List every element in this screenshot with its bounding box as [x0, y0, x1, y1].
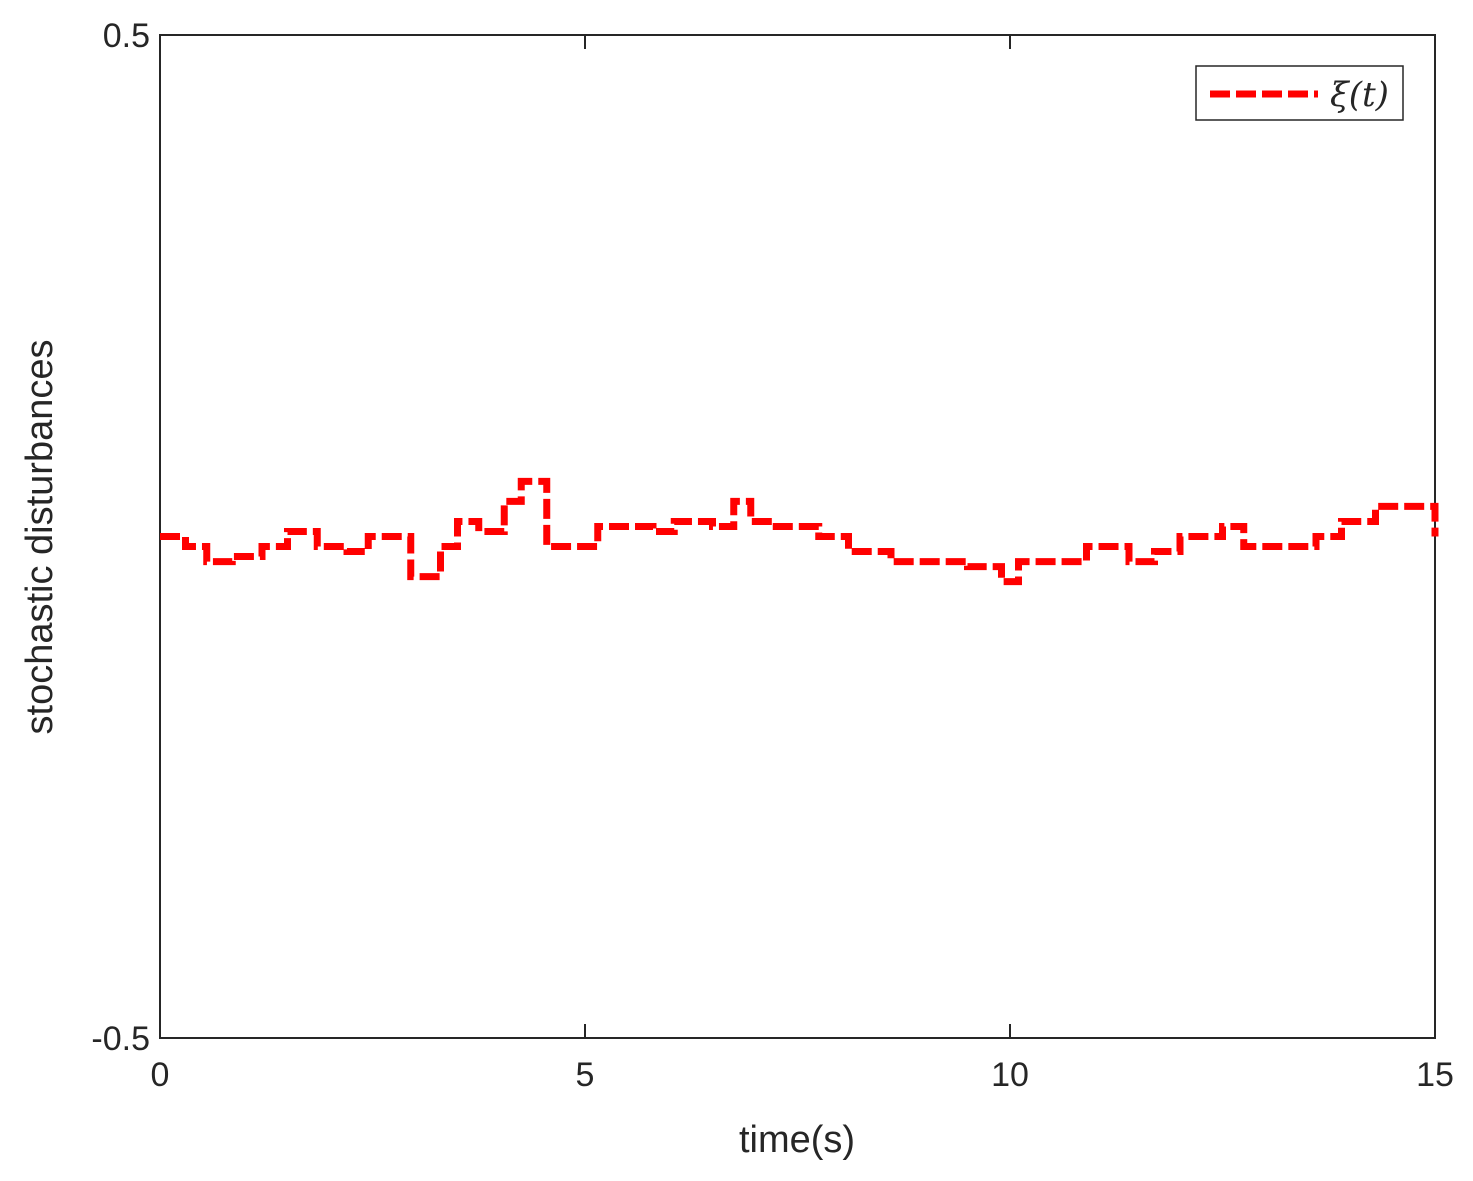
series-layer: [160, 477, 1439, 586]
y-axis-label: stochastic disturbances: [19, 340, 61, 735]
x-tick-label: 5: [576, 1056, 595, 1094]
x-tick-label: 0: [151, 1056, 170, 1094]
y-tick-label: -0.5: [91, 1020, 150, 1058]
axis-ticks: 0 5 10 15 -0.5 0.5: [91, 17, 1454, 1094]
x-axis-label: time(s): [739, 1119, 855, 1161]
y-tick-label: 0.5: [103, 17, 150, 55]
legend: ξ(t): [1195, 65, 1404, 121]
x-tick-label: 15: [1416, 1056, 1454, 1094]
plot-area: [159, 34, 1436, 1039]
legend-label: ξ(t): [1330, 75, 1389, 115]
series-line: [160, 477, 1439, 586]
x-tick-label: 10: [991, 1056, 1029, 1094]
